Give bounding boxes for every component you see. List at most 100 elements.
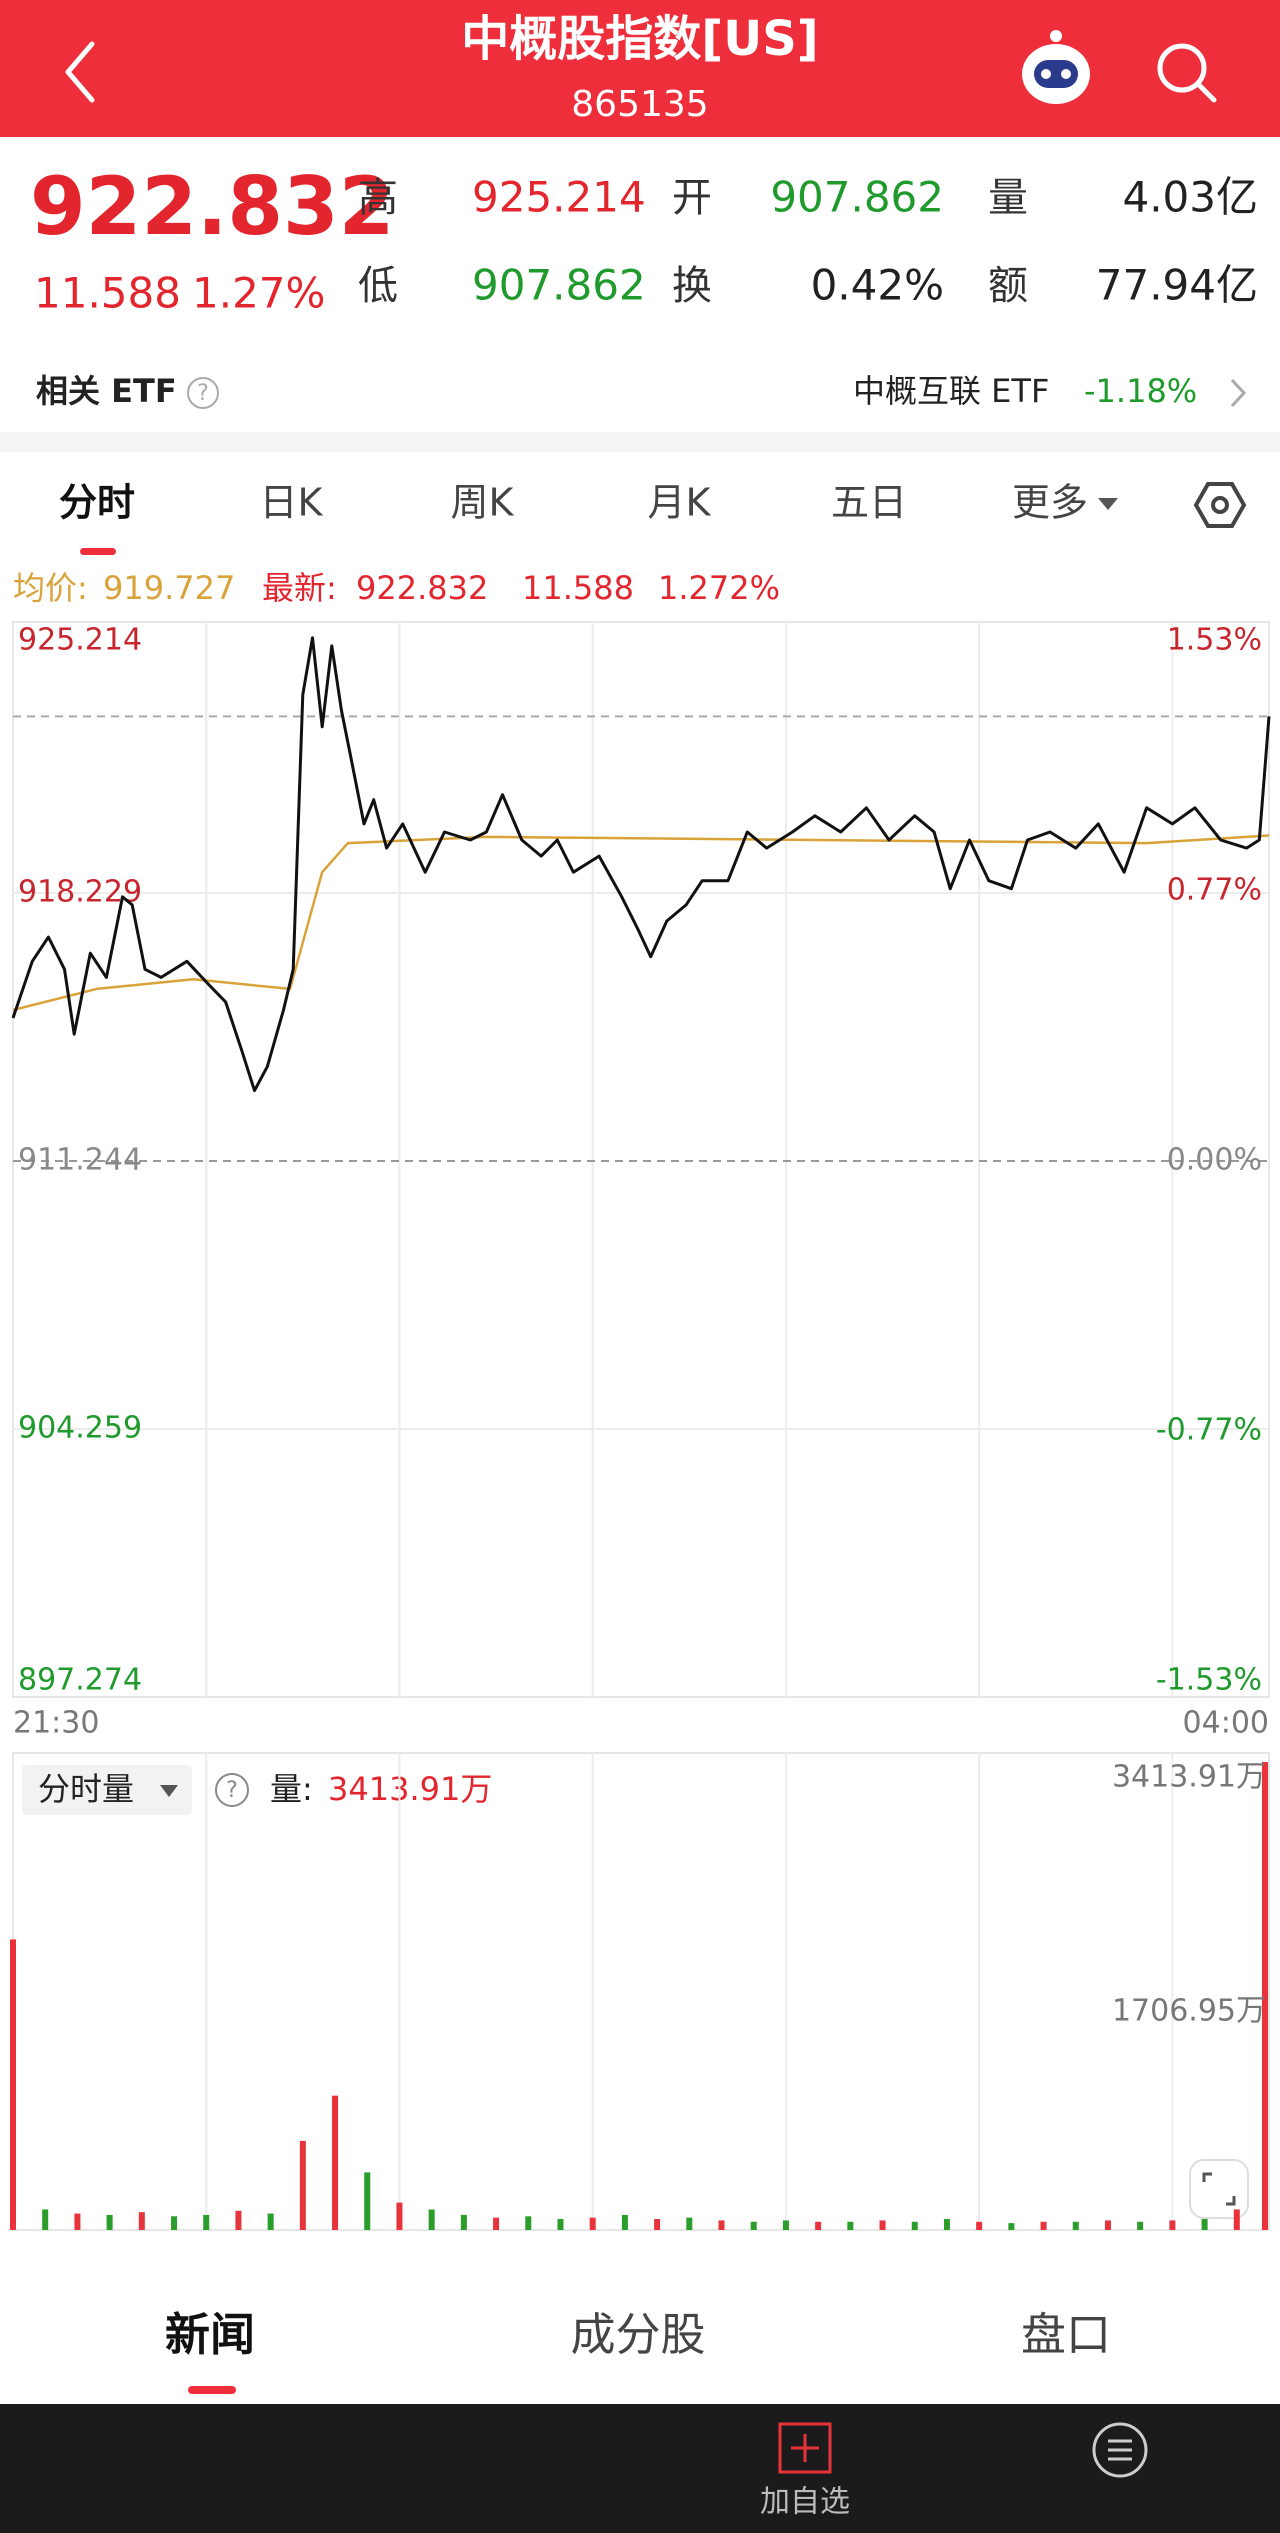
volume-bar	[1137, 2221, 1144, 2230]
volume-bar	[235, 2210, 242, 2230]
y-tick-label: 897.274	[18, 1663, 142, 1698]
last-change-pct: 1.272%	[658, 569, 780, 607]
stat-label: 低	[358, 263, 398, 309]
stat-value: 925.214	[472, 173, 646, 222]
back-button[interactable]	[65, 41, 95, 103]
expand-icon[interactable]	[1189, 2159, 1249, 2219]
volume-selector[interactable]	[22, 1765, 192, 1815]
last-value: 922.832	[356, 569, 488, 607]
stat-label: 额	[988, 263, 1028, 309]
separator	[0, 432, 1280, 452]
volume-frame	[12, 1752, 1270, 2231]
tab-indicator	[188, 2386, 236, 2394]
y2-tick-label: 0.00%	[1167, 1143, 1262, 1178]
volume-bar	[943, 2219, 950, 2230]
tab[interactable]: 月K	[648, 481, 712, 525]
avg-label: 均价:	[13, 569, 88, 607]
help-icon[interactable]: ?	[215, 1773, 249, 1807]
volume-bar	[1104, 2220, 1111, 2230]
volume-bar	[1201, 2219, 1208, 2230]
header-code: 865135	[571, 84, 708, 125]
volume-selector-label[interactable]: 分时量	[38, 1770, 134, 1808]
dropdown-arrow	[160, 1785, 178, 1797]
stat-value: 907.862	[770, 173, 944, 222]
volume-bar	[654, 2219, 661, 2230]
settings-icon[interactable]	[1193, 482, 1247, 528]
y2-tick-label: -1.53%	[1156, 1663, 1262, 1698]
svg-text:?: ?	[197, 381, 209, 406]
search-icon[interactable]	[1157, 43, 1217, 103]
stat-label: 量	[988, 175, 1028, 221]
volume-tick-label: 3413.91万	[1112, 1760, 1266, 1795]
svg-text:?: ?	[226, 1778, 238, 1803]
volume-tick-label: 1706.95万	[1112, 1994, 1266, 2029]
bottom-tab[interactable]: 新闻	[165, 2308, 255, 2361]
volume-bar	[493, 2217, 500, 2230]
volume-bar	[847, 2221, 854, 2230]
volume-value: 3413.91万	[328, 1770, 492, 1808]
volume-bar	[782, 2220, 789, 2230]
tab-indicator	[80, 548, 116, 555]
volume-bar	[976, 2221, 983, 2230]
volume-bar	[74, 2213, 81, 2230]
volume-bar	[621, 2214, 628, 2230]
y-tick-label: 904.259	[18, 1411, 142, 1446]
assistant-icon[interactable]	[1022, 30, 1090, 104]
volume-bar	[911, 2221, 918, 2230]
etf-label: 相关 ETF	[36, 372, 177, 410]
bottom-tab[interactable]: 成分股	[570, 2308, 705, 2361]
volume-bar	[525, 2216, 532, 2230]
last-price: 922.832	[30, 160, 394, 253]
volume-bar	[1169, 2220, 1176, 2230]
y2-tick-label: -0.77%	[1156, 1412, 1262, 1447]
bottom-tab[interactable]: 盘口	[1021, 2308, 1111, 2361]
stat-value: 4.03亿	[1122, 173, 1258, 222]
volume-bar	[879, 2220, 886, 2230]
help-icon[interactable]: ?	[187, 377, 219, 409]
stat-label: 开	[672, 175, 712, 221]
volume-bar	[138, 2212, 145, 2230]
tab[interactable]: 五日	[831, 481, 907, 525]
volume-bar	[750, 2221, 757, 2230]
stat-value: 0.42%	[811, 261, 944, 310]
add-watchlist-icon[interactable]	[778, 2422, 832, 2474]
volume-bar	[106, 2214, 113, 2230]
x-tick-label: 21:30	[13, 1706, 99, 1741]
header-title: 中概股指数[US]	[461, 11, 818, 67]
last-change: 11.588	[522, 569, 634, 607]
volume-bar	[10, 1939, 16, 2230]
price-change-pct: 1.27%	[192, 269, 325, 318]
volume-bar	[1072, 2221, 1079, 2230]
volume-bar	[42, 2209, 49, 2230]
price-change: 11.588	[34, 269, 181, 318]
volume-bar	[299, 2140, 306, 2230]
y-tick-label: 925.214	[18, 623, 142, 658]
etf-name[interactable]: 中概互联 ETF	[853, 372, 1049, 410]
add-watchlist-label[interactable]: 加自选	[760, 2485, 850, 2520]
tab[interactable]: 周K	[451, 481, 515, 525]
volume-label: 量:	[270, 1770, 313, 1808]
price-line	[11, 636, 1271, 1093]
y-tick-label: 911.244	[18, 1143, 142, 1178]
volume-bar	[396, 2202, 403, 2230]
menu-icon[interactable]	[1092, 2422, 1148, 2478]
volume-bar	[557, 2219, 564, 2230]
volume-bar	[460, 2214, 467, 2230]
tab[interactable]: 日K	[260, 481, 324, 525]
volume-bar	[718, 2220, 725, 2230]
average-line	[12, 834, 1270, 1012]
tab[interactable]: 分时	[59, 481, 135, 525]
volume-bar	[589, 2217, 596, 2230]
y2-tick-label: 0.77%	[1167, 873, 1262, 908]
plot-frame	[12, 621, 1270, 1698]
stat-label: 高	[358, 175, 398, 221]
volume-bar	[686, 2217, 693, 2230]
stat-label: 换	[672, 263, 712, 309]
etf-chevron[interactable]	[1230, 378, 1247, 408]
tab[interactable]: 更多	[1012, 481, 1088, 525]
volume-bar	[364, 2172, 371, 2230]
volume-bar	[1233, 2209, 1240, 2230]
x-tick-label: 04:00	[1183, 1706, 1269, 1741]
